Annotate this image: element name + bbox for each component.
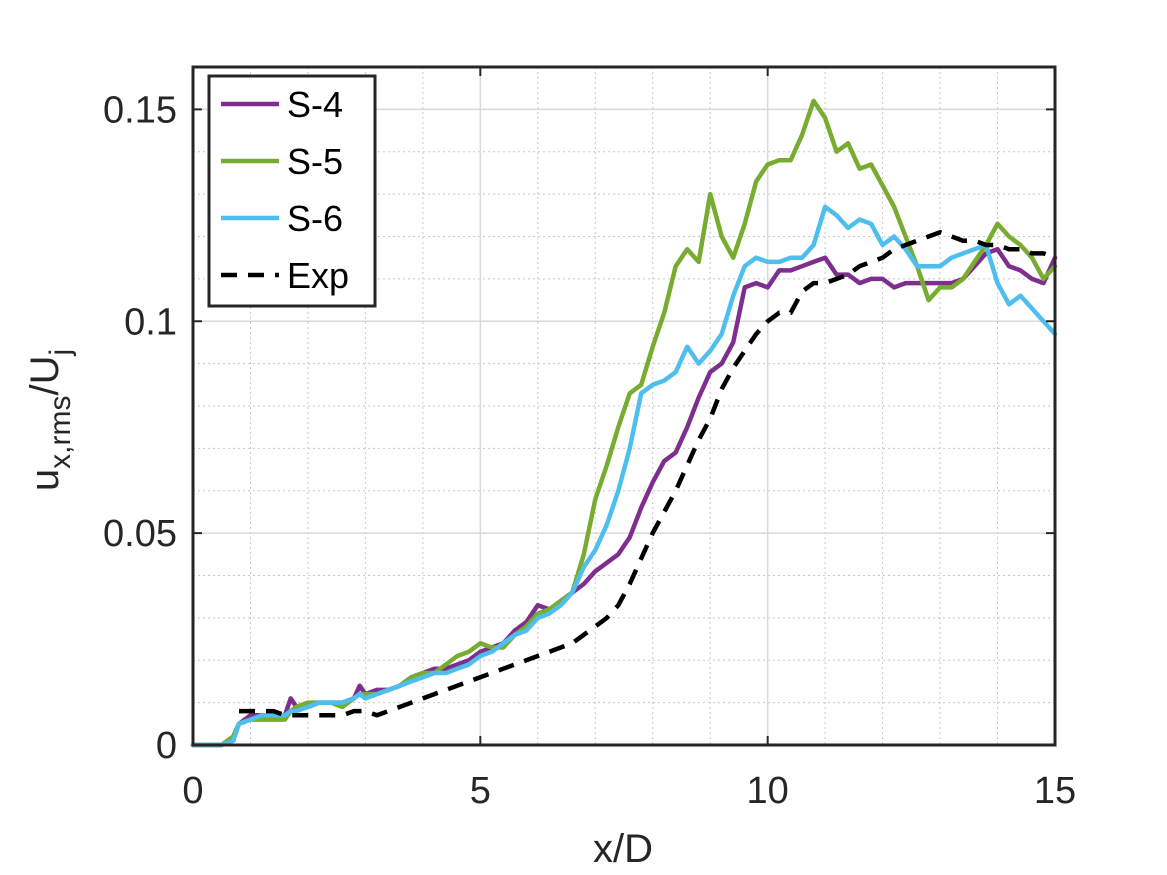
series-layer	[190, 98, 1058, 748]
x-tick-label: 10	[747, 770, 789, 812]
y-axis-label-subscript: x,rms	[44, 396, 77, 469]
minor-grid	[193, 67, 1055, 745]
legend-label-s-5: S-5	[287, 141, 343, 182]
x-tick-label: 15	[1034, 770, 1076, 812]
plot-frame	[191, 65, 1057, 747]
legend-label-exp: Exp	[287, 255, 349, 296]
y-tick-label: 0.05	[103, 513, 177, 555]
y-tick-label: 0	[156, 725, 177, 767]
y-axis-label-subscript-2: j	[44, 349, 77, 357]
x-tick-label: 0	[182, 770, 203, 812]
series-line-s-6	[190, 204, 1058, 748]
y-axis-label-base: u	[23, 469, 67, 491]
y-tick-label: 0.1	[124, 301, 177, 343]
y-axis-label-mid: /U	[23, 356, 67, 396]
y-axis-label: ux,rms/Uj	[23, 349, 77, 491]
x-axis-label: x/D	[593, 827, 653, 871]
y-tick-labels: 0 0.05 0.1 0.15	[103, 89, 177, 767]
legend: S-4 S-5 S-6 Exp	[207, 74, 377, 308]
legend-label-s-6: S-6	[287, 198, 343, 239]
x-tick-label: 5	[470, 770, 491, 812]
y-tick-label: 0.15	[103, 89, 177, 131]
series-line-exp	[239, 230, 1056, 718]
x-tick-labels: 0 5 10 15	[182, 770, 1076, 812]
tick-marks	[192, 67, 1056, 746]
legend-box	[207, 74, 377, 308]
legend-label-s-4: S-4	[287, 84, 343, 125]
